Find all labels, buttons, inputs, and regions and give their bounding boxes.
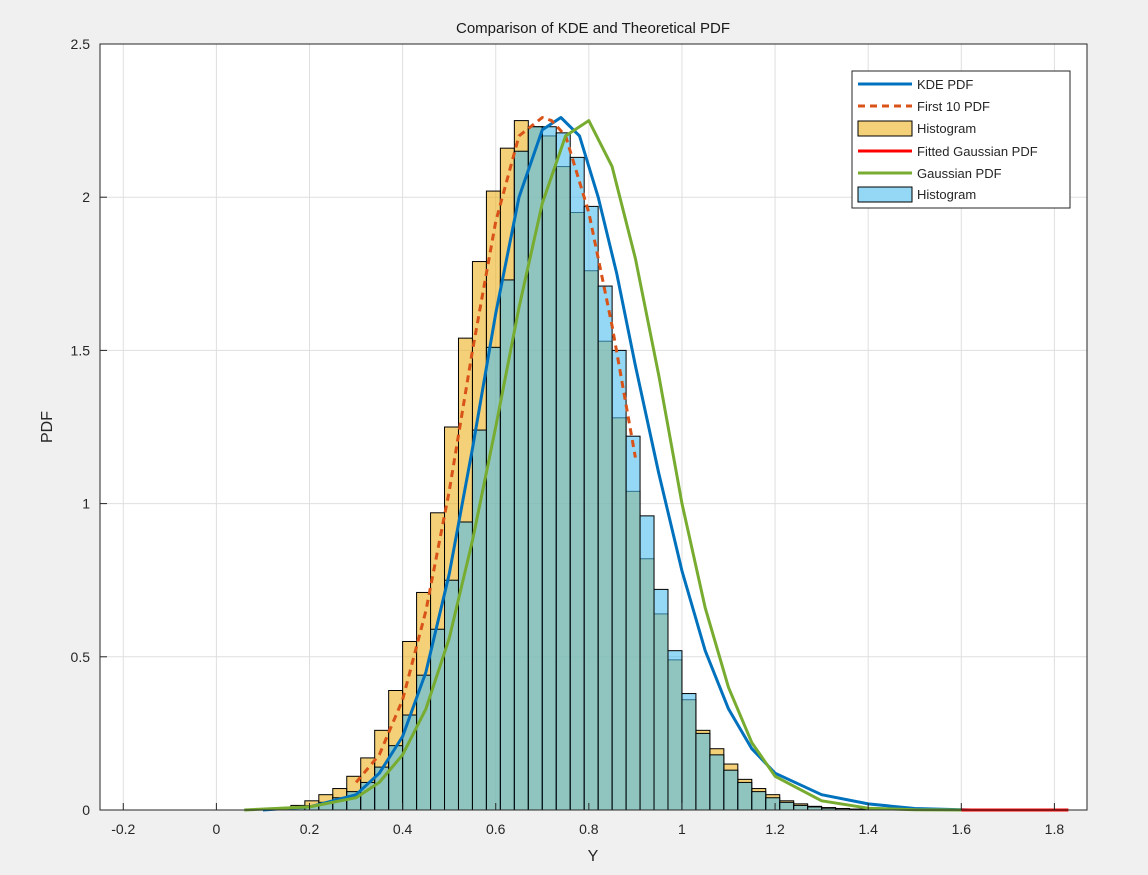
y-axis-label: PDF: [39, 411, 56, 443]
x-tick-label: 1.6: [952, 821, 972, 837]
legend-label-hist2: Histogram: [917, 187, 976, 202]
chart-title: Comparison of KDE and Theoretical PDF: [456, 20, 730, 37]
legend-swatch-hist2: [857, 186, 913, 203]
x-tick-label: -0.2: [111, 821, 135, 837]
legend-label-kde: KDE PDF: [917, 77, 973, 92]
legend-label-first10: First 10 PDF: [917, 99, 990, 114]
x-tick-label: 1.4: [858, 821, 878, 837]
histogram-2-bar: [555, 132, 571, 811]
histogram-2-bar: [723, 769, 739, 811]
y-tick-label: 2: [82, 189, 90, 205]
x-tick-label: 0: [212, 821, 220, 837]
histogram-2-bar: [513, 150, 529, 811]
histogram-2-bar: [681, 693, 697, 811]
y-tick-label: 1.5: [71, 342, 91, 358]
legend-label-hist1: Histogram: [917, 121, 976, 136]
y-tick-label: 0: [82, 802, 90, 818]
x-tick-label: 1.8: [1045, 821, 1065, 837]
histogram-2-bar: [667, 650, 683, 811]
x-tick-label: 0.8: [579, 821, 599, 837]
histogram-2-bar: [779, 801, 795, 811]
y-tick-label: 1: [82, 496, 90, 512]
x-tick-label: 1.2: [765, 821, 785, 837]
x-tick-label: 0.6: [486, 821, 506, 837]
legend-box: [851, 70, 1071, 209]
legend-label-gaussian: Gaussian PDF: [917, 166, 1002, 181]
x-tick-label: 1: [678, 821, 686, 837]
x-axis-label: Y: [588, 848, 599, 865]
histogram-2-bar: [639, 515, 655, 811]
histogram-2-bar: [597, 285, 613, 811]
histogram-2-bar: [695, 732, 711, 811]
pdf-lines: [244, 116, 1069, 812]
gaussian-pdf-line: [244, 119, 962, 812]
histogram-2-bar: [583, 205, 599, 811]
histogram-2-bars: [276, 126, 865, 811]
histogram-2-bar: [653, 588, 669, 811]
x-tick-label: 0.4: [393, 821, 413, 837]
histogram-2-bar: [751, 791, 767, 811]
histogram-2-bar: [569, 156, 585, 811]
histogram-2-bar: [444, 579, 459, 811]
histogram-2-bar: [625, 435, 641, 811]
y-tick-label: 2.5: [71, 36, 91, 52]
first-10-pdf-line: [354, 116, 637, 784]
histogram-2-bar: [765, 797, 781, 811]
x-tick-label: 0.2: [300, 821, 320, 837]
histogram-2-bar: [709, 754, 725, 811]
histogram-2-bar: [541, 126, 557, 811]
legend: KDE PDF First 10 PDF Histogram Fitted Ga…: [851, 70, 1071, 209]
legend-swatch-hist1: [857, 120, 913, 137]
histogram-2-bar: [793, 804, 809, 811]
histogram-2-bar: [737, 781, 753, 811]
histogram-2-bar: [611, 349, 627, 811]
axes-box: [99, 43, 1088, 811]
legend-label-fitted: Fitted Gaussian PDF: [917, 144, 1038, 159]
y-tick-label: 0.5: [71, 649, 91, 665]
axis-ticks: -0.2 0 0.2 0.4 0.6 0.8 1 1.2 1.4 1.6 1.8 0 0.5 1 1.5 2 2…: [71, 36, 1065, 837]
